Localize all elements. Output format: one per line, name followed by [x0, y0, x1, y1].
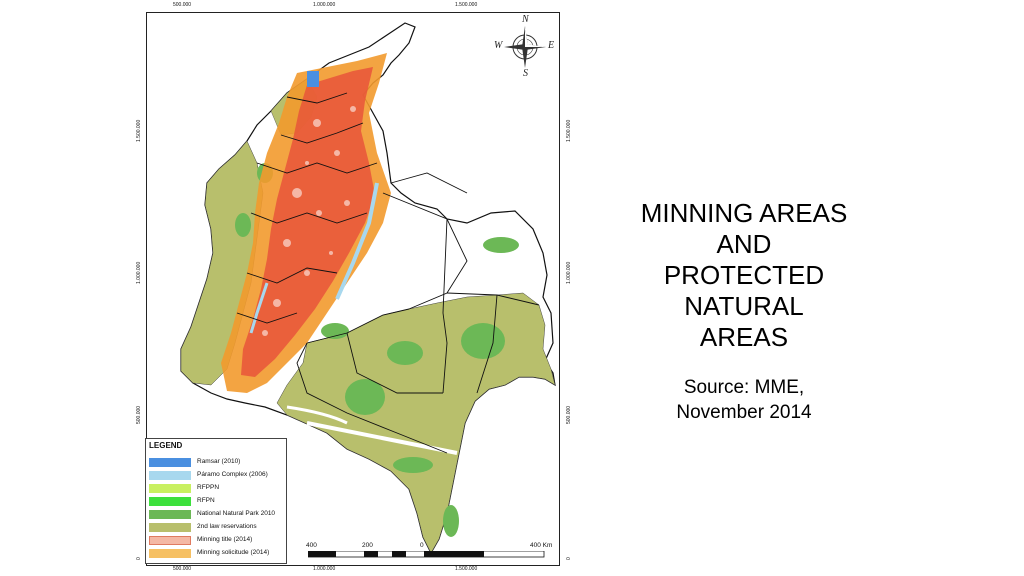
river-caqueta	[306, 421, 458, 455]
coord-left-1000000: 1.000.000	[136, 261, 142, 284]
park-west	[235, 213, 251, 237]
coord-top-1500000: 1.500.000	[455, 2, 478, 8]
paramo-strip-2	[249, 282, 269, 334]
legend-label: National Natural Park 2010	[197, 510, 276, 517]
coord-left-0: 0	[136, 557, 142, 560]
legend-label: Páramo Complex (2006)	[197, 471, 268, 478]
legend-label: Minning solicitude (2014)	[197, 549, 270, 556]
slide-title-block: MINNING AREAS AND PROTECTED NATURAL AREA…	[620, 198, 868, 425]
park-amazon-east	[461, 323, 505, 359]
legend-item-rfppn: RFPPN	[149, 483, 285, 494]
legend-label: Ramsar (2010)	[197, 458, 241, 465]
coord-right-500000: 500.000	[566, 405, 572, 424]
legend-label: RFPN	[197, 497, 215, 504]
legend-item-reservations: 2nd law reservations	[149, 522, 285, 533]
legend-swatch	[149, 510, 191, 519]
park-chiribiquete	[345, 379, 385, 415]
park-amazon-mid	[387, 341, 423, 365]
legend-item-national-park: National Natural Park 2010	[149, 509, 285, 520]
coord-left-500000: 500.000	[136, 405, 142, 424]
scale-label-400-right: 400 Km	[530, 542, 553, 549]
legend-swatch	[149, 471, 191, 480]
compass-north: N	[522, 14, 529, 25]
scale-label-400-left: 400	[306, 542, 317, 549]
park-center	[321, 323, 349, 339]
legend-swatch	[149, 536, 191, 545]
legend-title: LEGEND	[149, 441, 183, 450]
mining-title-core	[241, 67, 375, 377]
coord-right-1500000: 1.500.000	[566, 119, 572, 142]
slide-title-line: PROTECTED	[663, 260, 825, 290]
coord-left-1500000: 1.500.000	[136, 119, 142, 142]
legend-swatch	[149, 484, 191, 493]
legend-item-ramsar: Ramsar (2010)	[149, 457, 285, 468]
ramsar-area	[307, 71, 319, 87]
mining-speckles	[262, 106, 356, 336]
coord-top-1000000: 1.000.000	[313, 2, 336, 8]
slide-title-line: AREAS	[699, 322, 789, 352]
source-line: Source: MME,	[683, 377, 805, 398]
legend-item-mining-solicitude: Minning solicitude (2014)	[149, 548, 285, 559]
coord-top-500000: 500.000	[173, 2, 192, 8]
scale-label-200: 200	[362, 542, 373, 549]
park-southwest	[393, 457, 433, 473]
coord-right-0: 0	[566, 557, 572, 560]
legend-label: 2nd law reservations	[197, 523, 257, 530]
coord-right-1000000: 1.000.000	[566, 261, 572, 284]
park-orinoco	[483, 237, 519, 253]
scale-bar-graphic	[308, 551, 545, 558]
compass-west: W	[494, 40, 503, 51]
park-south	[443, 505, 459, 537]
scale-label-0: 0	[420, 542, 424, 549]
legend-item-paramo: Páramo Complex (2006)	[149, 470, 285, 481]
legend-swatch	[149, 458, 191, 467]
coord-bottom-1000000: 1.000.000	[313, 566, 336, 572]
source-line: November 2014	[676, 402, 812, 423]
legend-swatch	[149, 523, 191, 532]
compass-south: S	[523, 68, 528, 79]
department-borders	[236, 92, 540, 454]
legend-item-rfpn: RFPN	[149, 496, 285, 507]
legend-item-mining-title: Minning title (2014)	[149, 535, 285, 546]
compass-rose: N S E W	[494, 14, 556, 80]
paramo-strip	[335, 182, 379, 300]
legend-label: Minning title (2014)	[197, 536, 253, 543]
coord-bottom-1500000: 1.500.000	[455, 566, 478, 572]
scale-bar: 400 200 0 400 Km	[306, 542, 556, 562]
slide-title-line: NATURAL	[684, 291, 804, 321]
slide-title-line: AND	[716, 229, 772, 259]
compass-east: E	[548, 40, 555, 51]
map-legend: LEGEND Ramsar (2010) Páramo Complex (200…	[145, 438, 287, 564]
river-putumayo	[286, 405, 348, 425]
colombia-map	[180, 22, 556, 555]
legend-label: RFPPN	[197, 484, 220, 491]
compass-rose-icon	[504, 26, 546, 68]
coord-bottom-500000: 500.000	[173, 566, 192, 572]
legend-swatch	[149, 497, 191, 506]
slide-title-line: MINNING AREAS	[640, 198, 848, 228]
legend-swatch	[149, 549, 191, 558]
